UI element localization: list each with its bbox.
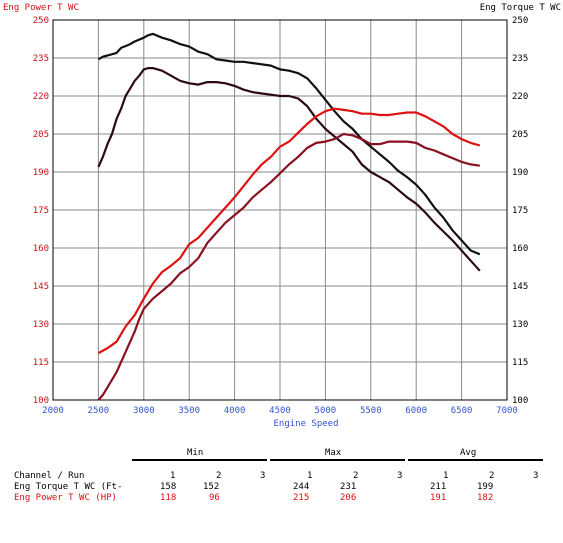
x-tick-label: 4500 xyxy=(269,406,291,416)
power-max-run1: 215 xyxy=(293,493,310,503)
max-run-1-header: 1 xyxy=(307,471,313,481)
dyno-chart: 2000 2500 3000 3500 4000 4500 5000 5500 6000 6500… xyxy=(33,16,529,429)
x-tick-label: 6000 xyxy=(405,406,427,416)
x-tick-label: 7000 xyxy=(496,406,518,416)
y-left-tick-label: 205 xyxy=(33,130,49,140)
y-left-tick-label: 115 xyxy=(33,358,49,368)
y-right-tick-label: 190 xyxy=(512,168,528,178)
y-right-tick-label: 160 xyxy=(512,244,528,254)
left-axis-title: Eng Power T WC xyxy=(3,3,79,13)
power-min-run2: 96 xyxy=(209,493,220,503)
group-underline-max xyxy=(270,459,405,461)
x-tick-label: 2500 xyxy=(88,406,110,416)
series-line-1 xyxy=(97,32,481,256)
torque-min-run1: 158 xyxy=(160,482,177,492)
avg-run-1-header: 1 xyxy=(443,471,449,481)
power-avg-run1: 191 xyxy=(430,493,447,503)
group-underline-min xyxy=(132,459,267,461)
min-run-1-header: 1 xyxy=(170,471,176,481)
y-right-tick-label: 250 xyxy=(512,16,528,26)
torque-min-run2: 152 xyxy=(203,482,220,492)
torque-avg-run1: 211 xyxy=(430,482,447,492)
y-left-tick-label: 100 xyxy=(33,396,49,406)
y-right-tick-label: 115 xyxy=(512,358,528,368)
y-right-tick-label: 220 xyxy=(512,92,528,102)
y-left-tick-label: 235 xyxy=(33,54,49,64)
group-header-avg: Avg xyxy=(460,448,477,458)
series-line-4 xyxy=(97,132,480,401)
min-run-3-header: 3 xyxy=(260,471,266,481)
x-tick-label: 3000 xyxy=(133,406,155,416)
y-left-tick-label: 190 xyxy=(33,168,49,178)
group-underline-avg xyxy=(408,459,543,461)
y-right-tick-label: 130 xyxy=(512,320,528,330)
y-right-tick-label: 100 xyxy=(512,396,528,406)
power-min-run1: 118 xyxy=(160,493,177,503)
y-right-tick-label: 145 xyxy=(512,282,528,292)
series-line-3 xyxy=(97,107,481,355)
avg-run-3-header: 3 xyxy=(533,471,539,481)
y-left-tick-label: 130 xyxy=(33,320,49,330)
torque-avg-run2: 199 xyxy=(477,482,494,492)
y-left-tick-label: 220 xyxy=(33,92,49,102)
summary-table: Min Max Avg Channel / Run 1 2 3 1 2 3 1 … xyxy=(0,446,563,543)
max-run-3-header: 3 xyxy=(397,471,403,481)
x-tick-label: 6500 xyxy=(451,406,473,416)
series-line-2 xyxy=(97,67,481,272)
y-left-tick-label: 160 xyxy=(33,244,49,254)
x-tick-label: 3500 xyxy=(178,406,200,416)
x-tick-label: 2000 xyxy=(42,406,64,416)
x-axis-label: Engine Speed xyxy=(273,419,338,429)
min-run-2-header: 2 xyxy=(216,471,222,481)
torque-row-label: Eng Torque T WC (Ft- xyxy=(14,482,123,492)
y-right-tick-label: 175 xyxy=(512,206,528,216)
group-header-min: Min xyxy=(187,448,204,458)
y-left-tick-label: 250 xyxy=(33,16,49,26)
right-axis-title: Eng Torque T WC xyxy=(479,3,561,13)
y-right-tick-label: 205 xyxy=(512,130,528,140)
plot-frame xyxy=(52,19,508,401)
avg-run-2-header: 2 xyxy=(489,471,495,481)
x-tick-label: 5000 xyxy=(315,406,337,416)
power-avg-run2: 182 xyxy=(477,493,494,503)
y-right-tick-label: 235 xyxy=(512,54,528,64)
channel-run-label: Channel / Run xyxy=(14,471,85,481)
x-tick-label: 5500 xyxy=(360,406,382,416)
max-run-2-header: 2 xyxy=(353,471,359,481)
x-tick-label: 4000 xyxy=(224,406,246,416)
power-max-run2: 206 xyxy=(340,493,357,503)
torque-max-run2: 231 xyxy=(340,482,357,492)
group-header-max: Max xyxy=(325,448,342,458)
torque-max-run1: 244 xyxy=(293,482,310,492)
power-row-label: Eng Power T WC (HP) xyxy=(14,493,117,503)
y-left-tick-label: 175 xyxy=(33,206,49,216)
y-left-tick-label: 145 xyxy=(33,282,49,292)
